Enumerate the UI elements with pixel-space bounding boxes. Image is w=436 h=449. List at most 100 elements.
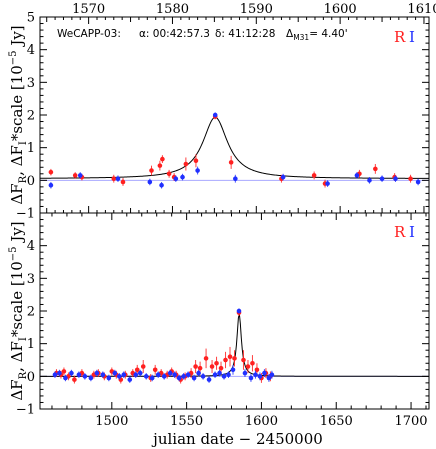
y-title-part: Jy] (8, 221, 26, 246)
bottom-panel-frame (39, 212, 430, 410)
i-band-point (63, 375, 68, 381)
r-band-point (218, 365, 224, 371)
y-tick-label: 4 (27, 43, 35, 58)
i-band-point (161, 374, 167, 379)
r-band-point (228, 160, 234, 165)
r-band-point (157, 163, 163, 168)
r-band-point (193, 364, 198, 369)
r-band-point (214, 360, 219, 366)
x-tick-label: 1700 (394, 414, 427, 429)
i-band-point (269, 372, 275, 378)
y-tick-label: 2 (27, 305, 35, 320)
x-tick-label: 1600 (245, 414, 278, 429)
bottom-legend-i: I (409, 223, 415, 241)
i-band-point (100, 372, 106, 378)
r-band-point (311, 173, 317, 178)
i-band-point (48, 182, 54, 188)
i-band-point (147, 179, 153, 185)
r-band-point (203, 356, 209, 361)
i-band-point (236, 308, 242, 314)
r-band-point (160, 156, 165, 162)
i-band-point (82, 374, 88, 379)
top-y-axis-title: ΔFR, ΔFI*scale [10−5 Jy] (8, 25, 29, 204)
r-band-point (250, 360, 255, 366)
i-band-point (262, 370, 267, 376)
y-title-part: −5 (8, 50, 19, 65)
y-title-part: , ΔF (8, 341, 26, 372)
distance-prefix: Δ (286, 28, 294, 40)
top-x-tick-label: 1610 (407, 2, 436, 17)
x-tick-label: 1650 (320, 414, 353, 429)
i-band-point (77, 173, 83, 178)
bottom-panel: −1 0 1 2 3 4 1500 1550 1600 1650 1700 (16, 213, 429, 429)
i-band-point (69, 370, 74, 376)
r-band-point (152, 367, 158, 373)
i-band-point (200, 374, 206, 379)
top-x-tick-label: 1580 (156, 2, 189, 17)
r-band-point (193, 158, 199, 164)
r-band-point (61, 369, 67, 374)
y-title-part: *scale [10 (8, 65, 26, 141)
i-band-point (217, 370, 222, 376)
y-title-part: ΔF (8, 183, 26, 204)
i-band-point (94, 370, 100, 376)
i-band-point (230, 367, 236, 373)
y-title-part: R (18, 371, 29, 379)
top-panel-frame (39, 16, 430, 214)
i-band-point (325, 181, 330, 186)
i-band-point (191, 375, 197, 381)
i-band-point (221, 374, 227, 379)
y-tick-label: 5 (27, 11, 35, 26)
r-band-point (223, 357, 228, 363)
i-band-point (367, 178, 372, 183)
i-band-point (242, 370, 248, 376)
r-band-point (166, 171, 172, 177)
i-band-point (149, 375, 155, 381)
i-band-point (106, 375, 112, 381)
r-band-point (408, 176, 413, 181)
i-band-point (116, 374, 122, 379)
i-band-point (185, 372, 191, 378)
i-band-point (257, 374, 263, 379)
r-band-point (134, 367, 140, 373)
distance-value: = 4.40' (309, 28, 347, 40)
y-tick-label: 1 (27, 141, 35, 156)
y-title-part: ΔF (8, 379, 26, 400)
top-x-tick-label: 1590 (240, 2, 273, 17)
y-tick-label: 0 (27, 370, 35, 385)
r-band-point (227, 354, 233, 360)
i-band-point (172, 372, 177, 378)
model-fit-curve (39, 116, 430, 179)
y-title-part: R (18, 175, 29, 183)
y-tick-label: −1 (16, 207, 35, 222)
r-band-point (373, 166, 378, 172)
i-band-point (233, 176, 238, 181)
i-band-point (155, 372, 161, 378)
y-title-part: I (18, 141, 29, 145)
bottom-y-axis-title: ΔFR, ΔFI*scale [10−5 Jy] (8, 221, 29, 400)
i-band-point (226, 372, 231, 378)
top-x-tick-label: 1570 (72, 2, 105, 17)
i-band-point (133, 372, 139, 378)
field-label: WeCAPP-03: (57, 28, 121, 40)
i-band-point (280, 174, 286, 180)
i-band-point (206, 377, 212, 382)
i-band-point (379, 176, 385, 181)
r-band-point (183, 161, 189, 167)
i-band-point (112, 370, 118, 376)
i-band-point (415, 179, 421, 185)
i-band-point (137, 370, 143, 376)
top-panel: −1 0 1 2 3 4 5 1570 1580 1590 1600 1610 (16, 2, 436, 222)
i-band-point (266, 375, 272, 381)
i-band-point (167, 370, 173, 376)
i-band-point (195, 168, 200, 173)
alpha-label: α: 00:42:57.3 (139, 28, 210, 40)
r-band-point (111, 176, 117, 181)
i-band-point (127, 377, 133, 382)
y-title-part: *scale [10 (8, 261, 26, 337)
top-legend-r: R (394, 28, 406, 46)
i-band-point (121, 372, 127, 378)
i-band-point (76, 372, 82, 378)
bottom-legend-r: R (394, 223, 406, 241)
i-band-point (176, 375, 182, 381)
